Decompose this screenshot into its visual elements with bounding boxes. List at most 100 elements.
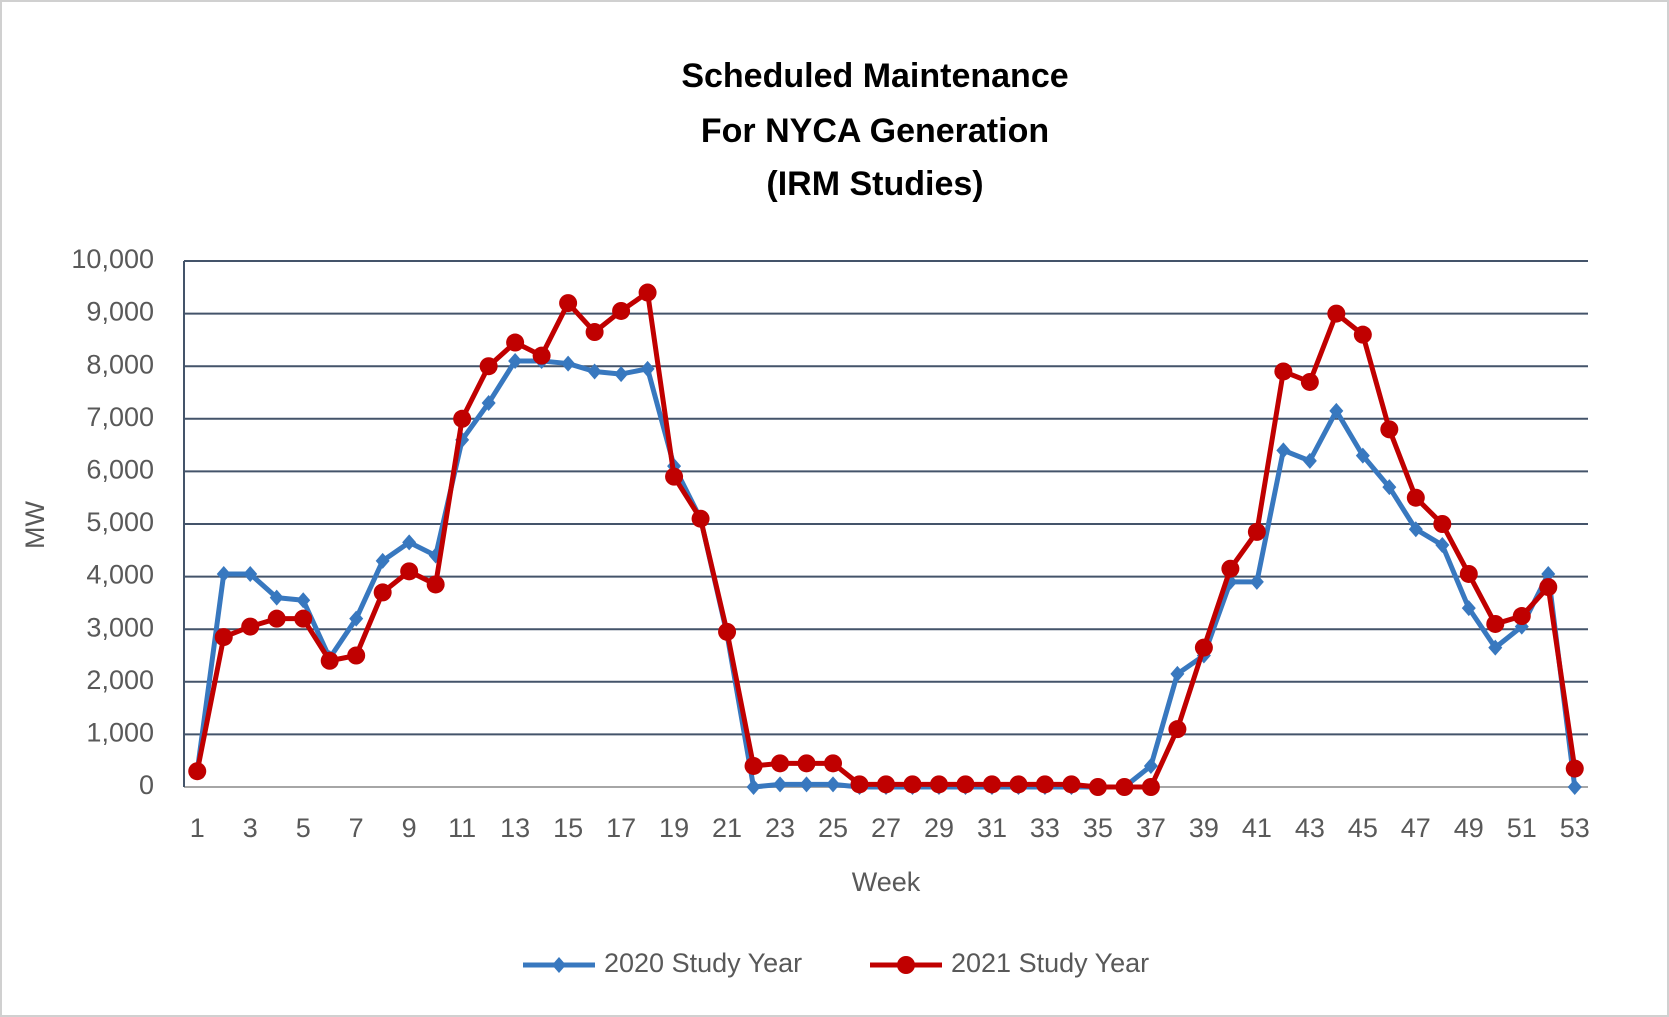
data-point	[691, 509, 710, 528]
y-tick-label: 2,000	[86, 665, 154, 695]
data-point	[1327, 304, 1346, 323]
data-point	[612, 301, 631, 320]
data-point	[1141, 778, 1160, 796]
data-point	[799, 776, 814, 793]
x-tick-label: 11	[448, 813, 476, 843]
x-tick-label: 49	[1454, 813, 1484, 843]
data-point	[826, 776, 841, 793]
data-point	[1009, 775, 1028, 794]
data-point	[614, 366, 629, 383]
data-point	[214, 628, 233, 647]
x-tick-label: 51	[1507, 813, 1537, 843]
data-point	[797, 754, 816, 773]
data-point	[1355, 447, 1370, 464]
data-point	[640, 360, 655, 377]
data-point	[400, 562, 419, 581]
data-point	[506, 333, 525, 352]
data-point	[877, 775, 895, 794]
data-point	[1539, 578, 1558, 597]
data-point	[508, 352, 523, 369]
data-point	[746, 779, 761, 795]
data-point	[1221, 559, 1240, 578]
data-point	[585, 323, 604, 342]
data-point	[1382, 479, 1397, 496]
data-point	[1512, 607, 1531, 626]
data-point	[1302, 452, 1317, 469]
data-point	[982, 775, 1001, 794]
data-point	[1300, 372, 1319, 391]
x-tick-label: 23	[765, 813, 795, 843]
data-point	[824, 754, 843, 773]
data-point	[956, 775, 975, 794]
data-point	[267, 609, 286, 628]
y-tick-label: 5,000	[86, 507, 154, 537]
data-point	[269, 589, 284, 606]
data-point	[1168, 720, 1187, 739]
x-tick-label: 17	[606, 813, 636, 843]
data-point	[320, 651, 339, 670]
x-tick-label: 1	[190, 813, 205, 843]
chart-title: For NYCA Generation	[701, 112, 1049, 150]
data-point	[1274, 362, 1293, 381]
data-point	[294, 609, 313, 628]
data-point	[744, 756, 763, 775]
data-point	[481, 395, 496, 412]
data-point	[587, 363, 602, 380]
data-point	[718, 622, 737, 641]
data-point	[453, 409, 472, 428]
data-point	[1035, 775, 1054, 794]
data-point	[216, 565, 231, 582]
data-point	[1565, 759, 1584, 778]
x-tick-label: 13	[500, 813, 530, 843]
data-point	[850, 775, 869, 794]
data-point	[1194, 638, 1213, 657]
data-point	[771, 754, 790, 773]
data-point	[1567, 779, 1582, 795]
data-point	[773, 776, 788, 793]
data-point	[375, 552, 390, 569]
legend-marker	[552, 957, 566, 973]
data-point	[1088, 778, 1107, 796]
x-tick-label: 41	[1242, 813, 1272, 843]
x-tick-label: 47	[1401, 813, 1431, 843]
y-tick-label: 1,000	[86, 718, 154, 748]
legend-label: 2021 Study Year	[951, 948, 1149, 978]
data-point	[1433, 515, 1452, 533]
data-point	[1406, 488, 1425, 507]
y-axis-label: MW	[20, 501, 50, 549]
data-point	[1115, 778, 1134, 796]
data-point	[1459, 564, 1478, 583]
data-point	[402, 534, 417, 551]
data-point	[1435, 537, 1450, 554]
y-tick-label: 10,000	[71, 244, 154, 274]
data-point	[559, 294, 578, 313]
x-tick-label: 43	[1295, 813, 1325, 843]
data-point	[1353, 325, 1372, 344]
data-point	[426, 575, 445, 594]
data-point	[1329, 402, 1344, 419]
x-tick-label: 45	[1348, 813, 1378, 843]
data-point	[349, 610, 364, 627]
data-point	[561, 355, 576, 372]
data-point	[1249, 573, 1264, 590]
y-tick-label: 0	[139, 770, 154, 800]
x-tick-label: 21	[712, 813, 742, 843]
data-point	[1276, 442, 1291, 459]
y-tick-label: 4,000	[86, 560, 154, 590]
x-tick-label: 5	[296, 813, 311, 843]
y-tick-label: 8,000	[86, 349, 154, 379]
y-tick-label: 6,000	[86, 455, 154, 485]
y-tick-label: 7,000	[86, 402, 154, 432]
legend-label: 2020 Study Year	[604, 948, 802, 978]
x-tick-label: 39	[1189, 813, 1219, 843]
data-point	[1380, 420, 1399, 439]
x-tick-label: 37	[1136, 813, 1166, 843]
chart-title: Scheduled Maintenance	[681, 57, 1068, 95]
data-point	[1170, 665, 1185, 682]
data-point	[1488, 639, 1503, 656]
x-tick-label: 19	[659, 813, 689, 843]
x-tick-label: 15	[553, 813, 583, 843]
data-point	[929, 775, 948, 794]
y-tick-label: 9,000	[86, 297, 154, 327]
